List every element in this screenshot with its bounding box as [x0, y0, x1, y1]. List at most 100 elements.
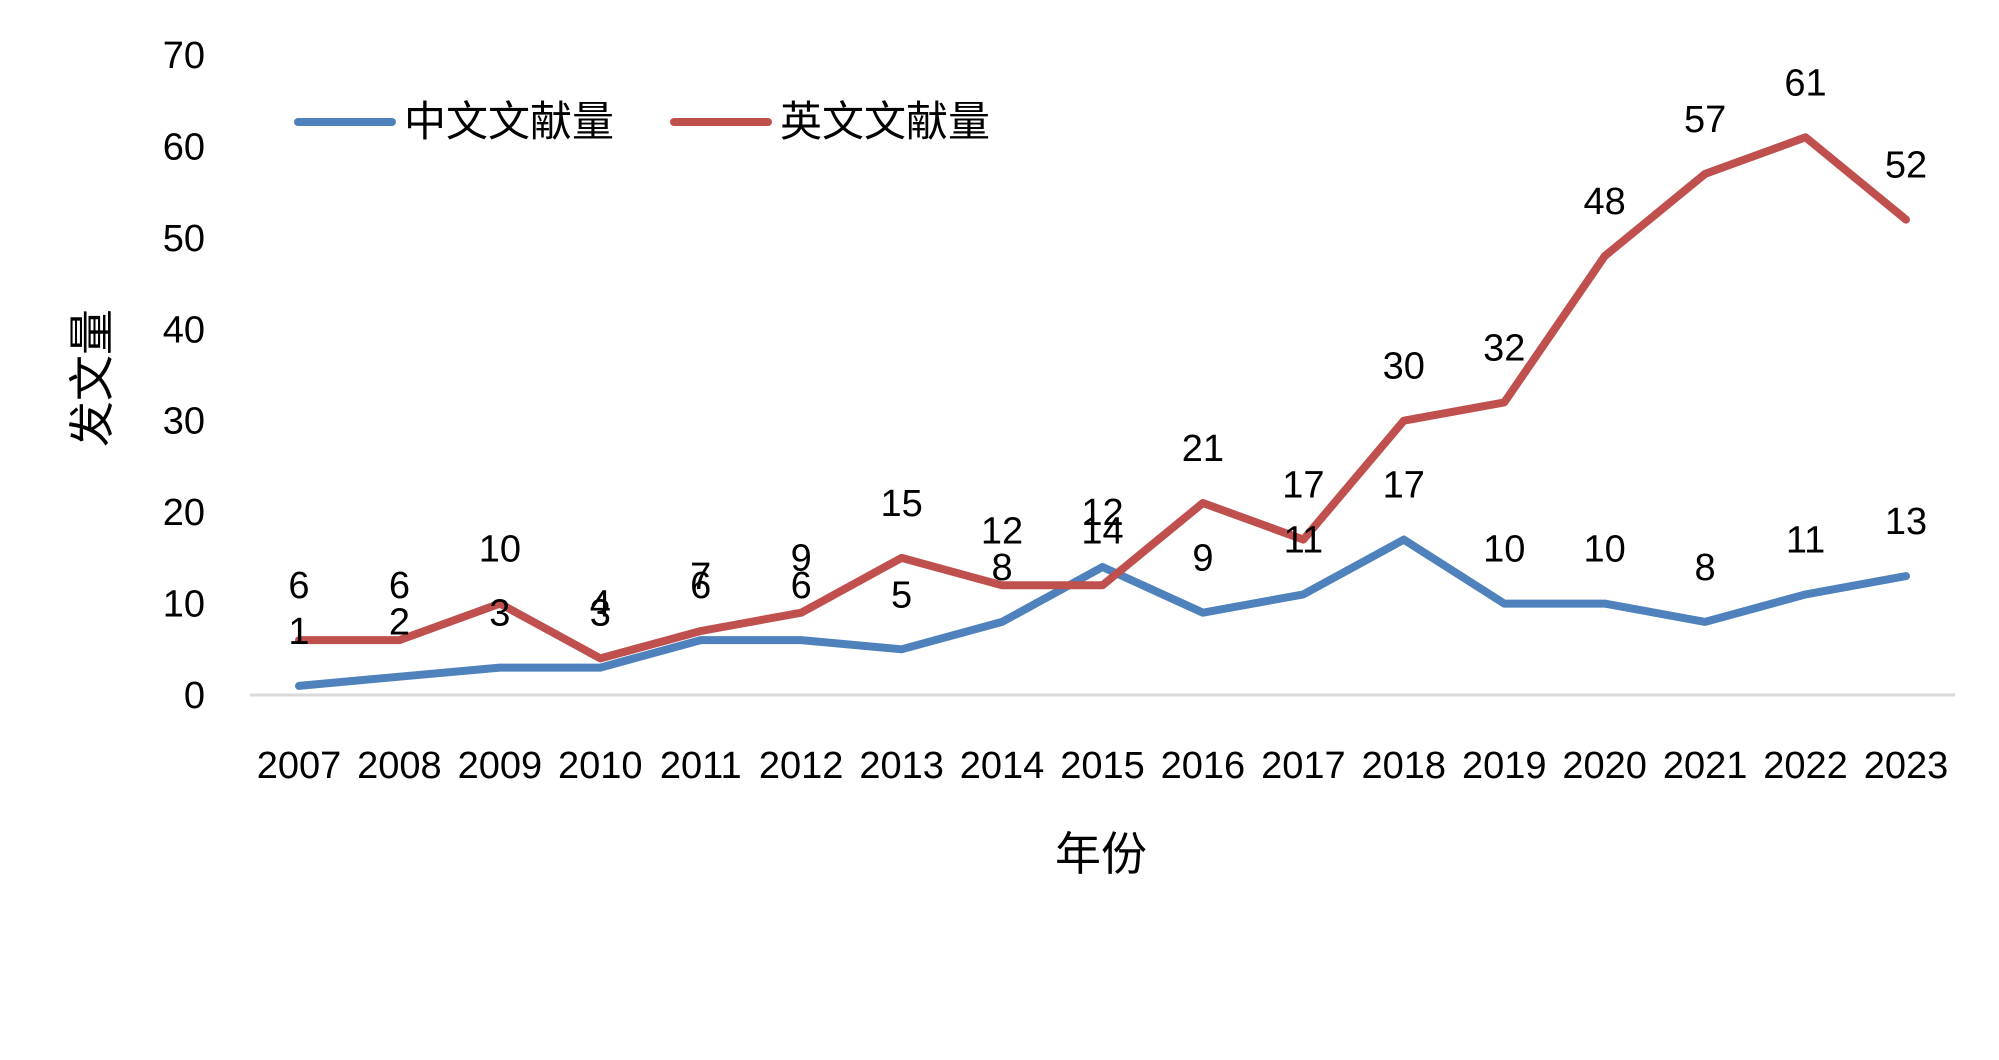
data-point-english — [898, 554, 906, 562]
data-point-chinese — [998, 618, 1006, 626]
data-label-english: 12 — [981, 510, 1023, 552]
data-label-english: 21 — [1182, 428, 1224, 470]
y-tick-label: 20 — [163, 492, 205, 534]
x-tick-label: 2010 — [558, 745, 643, 787]
x-tick-label: 2009 — [458, 745, 543, 787]
data-label-chinese: 10 — [1584, 529, 1626, 571]
data-label-chinese: 3 — [489, 593, 510, 635]
data-label-chinese: 13 — [1885, 501, 1927, 543]
x-tick-label: 2020 — [1562, 745, 1647, 787]
data-point-english — [1902, 216, 1910, 224]
x-tick-label: 2017 — [1261, 745, 1346, 787]
x-tick-label: 2018 — [1362, 745, 1447, 787]
data-point-english — [596, 654, 604, 662]
data-label-chinese: 10 — [1483, 529, 1525, 571]
data-point-chinese — [596, 664, 604, 672]
x-tick-label: 2023 — [1864, 745, 1949, 787]
x-axis-title: 年份 — [1055, 827, 1147, 881]
y-tick-label: 50 — [163, 218, 205, 260]
x-tick-label: 2011 — [660, 745, 742, 787]
data-label-english: 57 — [1684, 99, 1726, 141]
legend-label-chinese: 中文文献量 — [404, 97, 614, 146]
series-layer — [295, 133, 1910, 690]
data-label-english: 17 — [1282, 465, 1324, 507]
data-label-english: 6 — [389, 565, 410, 607]
data-label-english: 14 — [1081, 510, 1123, 552]
x-tick-label: 2008 — [357, 745, 442, 787]
data-label-chinese: 2 — [389, 602, 410, 644]
data-label-chinese: 1 — [288, 611, 309, 653]
data-point-english — [697, 627, 705, 635]
data-point-chinese — [1099, 563, 1107, 571]
data-label-chinese: 6 — [791, 565, 812, 607]
data-label-english: 15 — [880, 483, 922, 525]
data-label-english: 30 — [1383, 346, 1425, 388]
x-tick-label: 2007 — [257, 745, 342, 787]
data-label-chinese: 11 — [1284, 519, 1323, 561]
data-point-english — [1500, 398, 1508, 406]
x-tick-label: 2019 — [1462, 745, 1547, 787]
data-label-english: 61 — [1784, 62, 1826, 104]
legend: 中文文献量 英文文献量 — [294, 97, 990, 146]
data-point-chinese — [697, 636, 705, 644]
data-label-chinese: 8 — [991, 547, 1012, 589]
data-point-chinese — [898, 645, 906, 653]
data-label-chinese: 12 — [1081, 492, 1123, 534]
data-label-english: 9 — [791, 538, 812, 580]
data-label-chinese: 17 — [1383, 465, 1425, 507]
data-label-chinese: 5 — [891, 574, 912, 616]
data-label-chinese: 6 — [690, 565, 711, 607]
data-label-chinese: 3 — [590, 593, 611, 635]
x-tick-label: 2022 — [1763, 745, 1848, 787]
y-tick-label: 60 — [163, 126, 205, 168]
data-point-chinese — [1802, 590, 1810, 598]
data-label-english: 4 — [590, 583, 611, 625]
data-point-chinese — [1701, 618, 1709, 626]
data-point-english — [1701, 170, 1709, 178]
legend-label-english: 英文文献量 — [780, 97, 990, 146]
data-point-chinese — [1500, 600, 1508, 608]
data-label-english: 48 — [1584, 181, 1626, 223]
data-label-chinese: 9 — [1192, 538, 1213, 580]
data-point-english — [1400, 417, 1408, 425]
x-tick-label: 2013 — [859, 745, 944, 787]
series-line-english — [295, 133, 1910, 663]
data-point-chinese — [1299, 590, 1307, 598]
data-point-english — [1099, 581, 1107, 589]
y-tick-label: 10 — [163, 584, 205, 626]
x-tick-label: 2016 — [1161, 745, 1246, 787]
x-tick-label: 2012 — [759, 745, 844, 787]
data-point-chinese — [1902, 572, 1910, 580]
data-label-english: 7 — [690, 556, 711, 598]
data-label-chinese: 8 — [1695, 547, 1716, 589]
data-point-chinese — [496, 664, 504, 672]
data-point-chinese — [295, 682, 303, 690]
axis-layer: 0 10 20 30 40 50 60 70 2007 2008 2009 2010 2011 2012 2… — [163, 35, 1955, 787]
data-point-english — [1802, 133, 1810, 141]
data-label-english: 10 — [479, 529, 521, 571]
data-point-chinese — [1199, 609, 1207, 617]
y-tick-label: 70 — [163, 35, 205, 77]
y-tick-label: 0 — [184, 675, 205, 717]
data-label-english: 32 — [1483, 327, 1525, 369]
y-tick-label: 30 — [163, 401, 205, 443]
data-point-chinese — [1601, 600, 1609, 608]
x-tick-label: 2014 — [960, 745, 1045, 787]
y-axis-title: 发文量 — [65, 309, 119, 447]
data-label-english: 6 — [288, 565, 309, 607]
data-label-english: 52 — [1885, 145, 1927, 187]
data-point-chinese — [1400, 536, 1408, 544]
x-tick-label: 2015 — [1060, 745, 1145, 787]
data-point-english — [1601, 252, 1609, 260]
data-point-english — [1199, 499, 1207, 507]
data-point-english — [797, 609, 805, 617]
y-tick-label: 40 — [163, 309, 205, 351]
data-label-chinese: 11 — [1786, 519, 1825, 561]
data-point-chinese — [395, 673, 403, 681]
x-tick-label: 2021 — [1663, 745, 1748, 787]
series-line-chinese — [295, 535, 1910, 690]
data-point-chinese — [797, 636, 805, 644]
